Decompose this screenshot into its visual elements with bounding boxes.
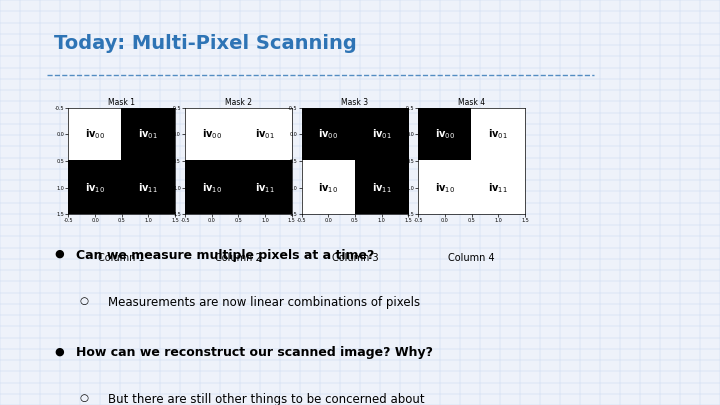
Text: How can we reconstruct our scanned image? Why?: How can we reconstruct our scanned image…	[76, 346, 433, 359]
Title: Mask 3: Mask 3	[341, 98, 369, 107]
Text: $\mathbf{i}\mathbf{v}_{00}$: $\mathbf{i}\mathbf{v}_{00}$	[318, 128, 338, 141]
Text: Measurements are now linear combinations of pixels: Measurements are now linear combinations…	[108, 296, 420, 309]
Text: ●: ●	[54, 249, 64, 259]
Text: $\mathbf{i}\mathbf{v}_{10}$: $\mathbf{i}\mathbf{v}_{10}$	[85, 181, 105, 194]
Text: $\mathbf{i}\mathbf{v}_{01}$: $\mathbf{i}\mathbf{v}_{01}$	[255, 128, 275, 141]
Text: ●: ●	[54, 346, 64, 356]
Text: ○: ○	[79, 393, 89, 403]
Text: $\mathbf{i}\mathbf{v}_{11}$: $\mathbf{i}\mathbf{v}_{11}$	[138, 181, 158, 194]
Text: Today: Multi-Pixel Scanning: Today: Multi-Pixel Scanning	[54, 34, 356, 53]
Text: $\mathbf{i}\mathbf{v}_{10}$: $\mathbf{i}\mathbf{v}_{10}$	[435, 181, 455, 194]
Text: $\mathbf{i}\mathbf{v}_{01}$: $\mathbf{i}\mathbf{v}_{01}$	[138, 128, 158, 141]
Text: $\mathbf{i}\mathbf{v}_{11}$: $\mathbf{i}\mathbf{v}_{11}$	[488, 181, 508, 194]
Text: $\mathbf{i}\mathbf{v}_{00}$: $\mathbf{i}\mathbf{v}_{00}$	[435, 128, 455, 141]
Text: Column 2: Column 2	[215, 253, 261, 263]
Title: Mask 4: Mask 4	[458, 98, 485, 107]
Text: $\mathbf{i}\mathbf{v}_{10}$: $\mathbf{i}\mathbf{v}_{10}$	[318, 181, 338, 194]
Text: $\mathbf{i}\mathbf{v}_{10}$: $\mathbf{i}\mathbf{v}_{10}$	[202, 181, 222, 194]
Text: Column 1: Column 1	[99, 253, 145, 263]
Text: $\mathbf{i}\mathbf{v}_{01}$: $\mathbf{i}\mathbf{v}_{01}$	[372, 128, 392, 141]
Title: Mask 2: Mask 2	[225, 98, 252, 107]
Title: Mask 1: Mask 1	[108, 98, 135, 107]
Text: $\mathbf{i}\mathbf{v}_{00}$: $\mathbf{i}\mathbf{v}_{00}$	[202, 128, 222, 141]
Text: Column 3: Column 3	[332, 253, 378, 263]
Text: Can we measure multiple pixels at a time?: Can we measure multiple pixels at a time…	[76, 249, 374, 262]
Text: But there are still other things to be concerned about: But there are still other things to be c…	[108, 393, 425, 405]
Text: $\mathbf{i}\mathbf{v}_{00}$: $\mathbf{i}\mathbf{v}_{00}$	[85, 128, 105, 141]
Text: $\mathbf{i}\mathbf{v}_{11}$: $\mathbf{i}\mathbf{v}_{11}$	[372, 181, 392, 194]
Text: ○: ○	[79, 296, 89, 306]
Text: $\mathbf{i}\mathbf{v}_{01}$: $\mathbf{i}\mathbf{v}_{01}$	[488, 128, 508, 141]
Text: $\mathbf{i}\mathbf{v}_{11}$: $\mathbf{i}\mathbf{v}_{11}$	[255, 181, 275, 194]
Text: Column 4: Column 4	[449, 253, 495, 263]
